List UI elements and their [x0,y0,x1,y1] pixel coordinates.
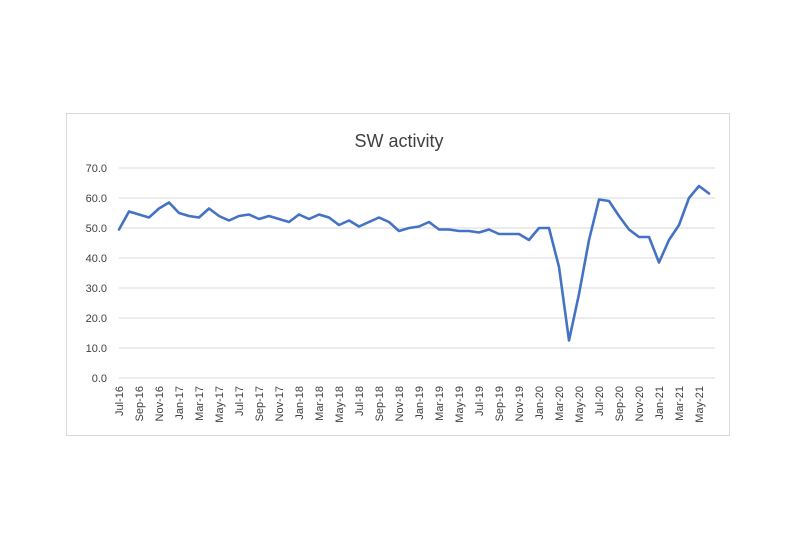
x-tick-label: Jul-17 [234,386,246,416]
x-tick-label: Jan-21 [654,386,666,420]
x-tick-label: Nov-17 [274,386,286,421]
y-tick-label: 0.0 [92,373,107,385]
x-tick-label: Nov-18 [394,386,406,421]
x-tick-label: Mar-21 [674,386,686,421]
x-tick-label: Sep-18 [374,386,386,421]
y-tick-label: 30.0 [86,283,107,295]
x-tick-label: Mar-17 [194,386,206,421]
y-tick-label: 10.0 [86,343,107,355]
x-tick-label: Mar-18 [314,386,326,421]
x-tick-label: Jul-19 [474,386,486,416]
y-tick-label: 20.0 [86,313,107,325]
x-tick-label: May-18 [334,386,346,423]
y-tick-label: 70.0 [86,163,107,175]
x-tick-label: Jan-17 [174,386,186,420]
x-tick-label: Nov-16 [154,386,166,421]
x-tick-label: Sep-16 [134,386,146,421]
y-axis-ticks: 0.0 10.0 20.0 30.0 40.0 50.0 60.0 70.0 [86,163,107,385]
x-tick-label: Sep-17 [254,386,266,421]
series-line-0 [117,184,711,342]
x-tick-label: May-17 [214,386,226,423]
x-tick-label: Jan-18 [294,386,306,420]
x-axis-ticks: Jul-16 Sep-16 Nov-16 Jan-17 Mar-17 May-17 Jul-… [114,386,706,423]
x-tick-label: May-21 [694,386,706,423]
y-tick-label: 40.0 [86,253,107,265]
line-chart: SW activity 0.0 10.0 20.0 30.0 40.0 50.0 60.0 7… [86,131,715,423]
x-tick-label: Jan-19 [414,386,426,420]
series-layer [117,184,711,342]
x-tick-label: Jul-16 [114,386,126,416]
x-tick-label: Jul-18 [354,386,366,416]
x-tick-label: Sep-19 [494,386,506,421]
x-tick-label: Nov-19 [514,386,526,421]
chart-title: SW activity [354,131,443,151]
chart-frame: SW activity 0.0 10.0 20.0 30.0 40.0 50.0 60.0 7… [66,113,730,436]
gridlines [119,167,715,379]
x-tick-label: Mar-19 [434,386,446,421]
y-tick-label: 60.0 [86,193,107,205]
x-tick-label: May-19 [454,386,466,423]
y-tick-label: 50.0 [86,223,107,235]
x-tick-label: Sep-20 [614,386,626,421]
x-tick-label: Mar-20 [554,386,566,421]
x-tick-label: Jul-20 [594,386,606,416]
x-tick-label: May-20 [574,386,586,423]
x-tick-label: Nov-20 [634,386,646,421]
x-tick-label: Jan-20 [534,386,546,420]
